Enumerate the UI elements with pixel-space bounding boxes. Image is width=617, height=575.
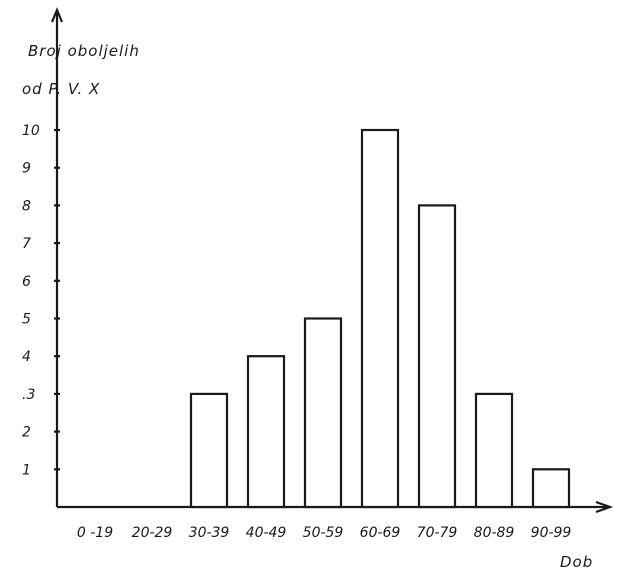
x-tick-label: 0 -19 xyxy=(77,525,113,541)
y-tick-labels: 1 2 .3 4 5 6 7 8 9 10 xyxy=(22,123,60,478)
y-tick-label: 10 xyxy=(22,123,40,139)
y-axis-title-line1: Broj oboljelih xyxy=(28,42,140,60)
x-tick-label: 80-89 xyxy=(474,525,515,541)
y-tick-label: 6 xyxy=(22,274,31,290)
x-tick-label: 50-59 xyxy=(303,525,344,541)
bar-60-69 xyxy=(360,128,400,509)
bar-30-39 xyxy=(189,392,229,509)
bar-90-99 xyxy=(531,468,571,509)
x-axis-title: Dob xyxy=(560,553,593,571)
y-axis-title-line2: od P. V. X xyxy=(22,80,100,98)
y-tick-label: 5 xyxy=(22,312,31,328)
y-axis-arrowhead xyxy=(50,7,64,23)
bar-40-49 xyxy=(246,355,286,509)
x-tick-label: 70-79 xyxy=(417,525,458,541)
bar-70-79 xyxy=(417,204,457,509)
bars xyxy=(189,128,571,509)
y-tick-label: 7 xyxy=(22,236,31,252)
x-tick-label: 90-99 xyxy=(531,525,572,541)
x-axis-arrowhead xyxy=(595,500,614,514)
x-tick-label: 20-29 xyxy=(132,525,173,541)
y-tick-label: .3 xyxy=(22,387,35,403)
x-tick-label: 60-69 xyxy=(360,525,401,541)
y-tick-label: 1 xyxy=(22,462,31,478)
x-tick-labels: 0 -19 20-29 30-39 40-49 50-59 60-69 70-79 80-89… xyxy=(77,525,572,541)
y-tick-label: 4 xyxy=(22,349,31,365)
x-tick-label: 40-49 xyxy=(246,525,287,541)
bar-80-89 xyxy=(474,392,514,509)
y-tick-label: 9 xyxy=(22,161,31,177)
x-tick-label: 30-39 xyxy=(189,525,230,541)
bar-50-59 xyxy=(303,317,343,509)
y-tick-label: 2 xyxy=(22,425,31,441)
y-tick-label: 8 xyxy=(22,198,31,214)
